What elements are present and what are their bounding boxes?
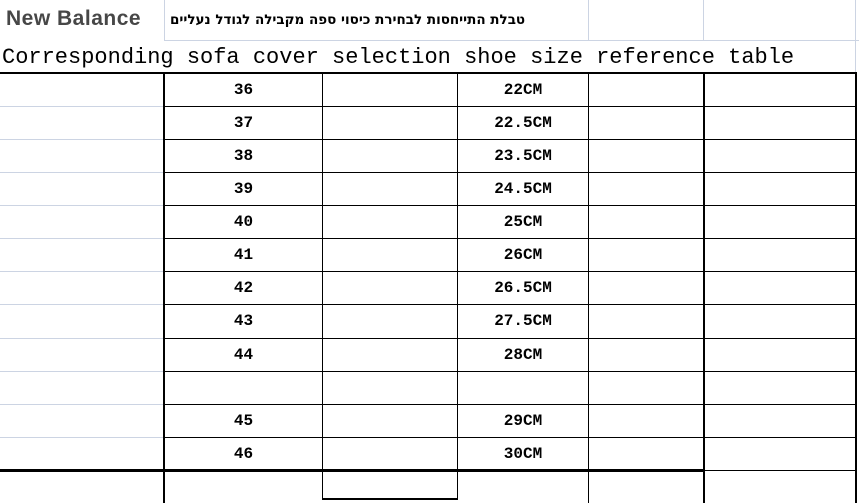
size-cell: 45	[233, 411, 254, 430]
cm-cell: 26.5CM	[494, 278, 552, 297]
row-border	[165, 271, 855, 272]
table-row: 41 26CM	[0, 238, 859, 271]
size-cell	[165, 371, 322, 404]
size-cell: 43	[233, 312, 254, 330]
cm-cell: 24.5CM	[494, 179, 552, 198]
row-border	[165, 106, 855, 107]
table-border-bottom-thin	[704, 470, 855, 471]
table-row: 37 22.5CM	[0, 106, 859, 139]
row-border	[165, 139, 855, 140]
bottom-cell-border	[322, 498, 458, 500]
column-border-thick	[703, 73, 705, 503]
cm-cell: 22.5CM	[494, 113, 552, 132]
table-border-top	[0, 72, 857, 74]
cm-cell	[458, 371, 588, 404]
size-cell: 44	[233, 345, 254, 364]
row-border	[165, 404, 855, 405]
table-row: 39 24.5CM	[0, 172, 859, 205]
gridline-vertical	[855, 0, 856, 73]
column-border	[457, 73, 458, 499]
gridline-horizontal	[0, 371, 163, 372]
row-border	[165, 304, 855, 305]
size-cell: 40	[233, 212, 254, 231]
table-row: 38 23.5CM	[0, 139, 859, 172]
table-border-bottom-thick	[0, 469, 704, 472]
gridline-horizontal	[0, 404, 163, 405]
column-border	[588, 73, 589, 503]
gridline-horizontal	[164, 40, 859, 41]
size-cell: 39	[233, 179, 254, 198]
hebrew-subtitle: טבלת התייחסות לבחירת כיסוי ספה מקבילה לג…	[170, 12, 526, 28]
column-border	[322, 73, 323, 499]
row-border	[165, 371, 855, 372]
table-row: 40 25CM	[0, 205, 859, 238]
cm-cell: 28CM	[503, 345, 543, 364]
size-cell: 36	[233, 80, 254, 99]
row-border	[165, 338, 855, 339]
table-row: 43 27.5CM	[0, 304, 859, 338]
cm-cell: 22CM	[503, 80, 543, 99]
gridline-horizontal	[0, 338, 163, 339]
row-border	[165, 205, 855, 206]
cm-cell: 27.5CM	[494, 312, 552, 330]
table-row: 45 29CM	[0, 404, 859, 437]
gridline-vertical	[588, 0, 589, 40]
gridline-horizontal	[0, 172, 163, 173]
size-cell: 37	[233, 113, 254, 132]
row-border	[165, 172, 855, 173]
table-border-left	[163, 72, 165, 503]
gridline-vertical	[164, 0, 165, 40]
cm-cell: 25CM	[503, 212, 543, 231]
gridline-horizontal	[0, 271, 163, 272]
size-cell: 46	[233, 444, 254, 463]
size-cell: 41	[233, 245, 254, 264]
row-border	[165, 437, 855, 438]
cm-cell: 30CM	[503, 444, 543, 463]
table-row	[0, 371, 859, 404]
cm-cell: 23.5CM	[494, 146, 552, 165]
gridline-horizontal	[0, 238, 163, 239]
cm-cell: 29CM	[503, 411, 543, 430]
size-cell: 38	[233, 146, 254, 165]
gridline-horizontal	[0, 205, 163, 206]
gridline-horizontal	[0, 139, 163, 140]
brand-title: New Balance	[6, 7, 142, 30]
size-cell: 42	[233, 278, 254, 297]
gridline-horizontal	[0, 106, 163, 107]
gridline-horizontal	[0, 304, 163, 305]
table-row: 44 28CM	[0, 338, 859, 371]
cm-cell: 26CM	[503, 245, 543, 264]
gridline-horizontal	[0, 437, 163, 438]
table-row: 46 30CM	[0, 437, 859, 470]
table-border-right	[855, 73, 857, 503]
table-row: 42 26.5CM	[0, 271, 859, 304]
table-row: 36 22CM	[0, 73, 859, 106]
gridline-vertical	[703, 0, 704, 40]
row-border	[165, 238, 855, 239]
table-title: Corresponding sofa cover selection shoe …	[2, 45, 795, 70]
